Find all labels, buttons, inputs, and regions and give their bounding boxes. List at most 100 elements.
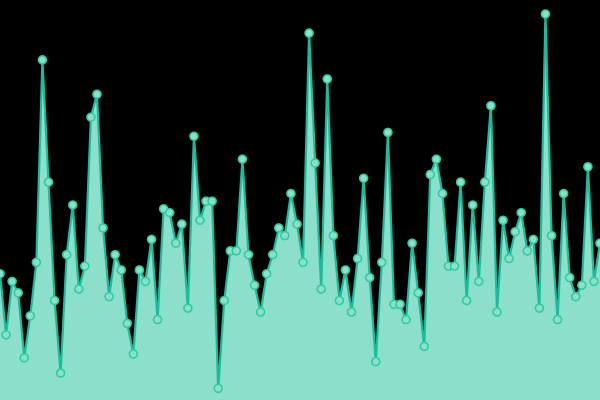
data-point-marker <box>364 272 375 283</box>
data-point-marker <box>425 169 436 180</box>
data-point-marker <box>340 265 351 275</box>
data-point-marker <box>407 238 417 248</box>
data-point-marker <box>564 272 575 283</box>
data-point-marker <box>25 310 36 321</box>
data-point-marker <box>86 112 96 122</box>
data-point-marker <box>558 188 569 199</box>
data-point-marker <box>110 249 120 260</box>
data-point-marker <box>13 288 23 298</box>
data-point-marker <box>128 349 139 359</box>
data-point-marker <box>164 207 175 218</box>
data-point-marker <box>73 284 84 294</box>
data-point-marker <box>334 295 345 306</box>
data-point-marker <box>31 257 42 268</box>
data-point-marker <box>552 314 563 325</box>
data-point-marker <box>577 280 587 291</box>
data-point-marker <box>292 219 302 229</box>
data-point-marker <box>43 177 54 187</box>
data-point-marker <box>413 288 423 298</box>
data-point-marker <box>516 207 527 218</box>
data-point-marker <box>346 307 357 317</box>
data-point-marker <box>480 177 490 187</box>
data-point-marker <box>219 295 230 306</box>
data-point-marker <box>498 215 508 226</box>
data-point-marker <box>419 341 430 352</box>
data-point-marker <box>267 249 278 260</box>
data-point-marker <box>504 253 514 264</box>
data-point-marker <box>140 276 151 287</box>
data-point-marker <box>183 303 193 313</box>
data-point-marker <box>207 196 217 206</box>
data-point-marker <box>467 200 478 210</box>
data-point-marker <box>540 9 551 19</box>
data-point-marker <box>595 238 600 248</box>
data-point-marker <box>316 284 327 294</box>
data-point-marker <box>528 234 539 245</box>
data-point-marker <box>80 261 90 271</box>
data-point-marker <box>280 230 290 241</box>
data-point-marker <box>522 246 533 256</box>
data-point-marker <box>304 28 314 38</box>
data-point-marker <box>583 162 593 172</box>
data-point-marker <box>213 383 223 394</box>
data-point-marker <box>61 249 72 260</box>
data-point-marker <box>401 314 411 325</box>
data-point-marker <box>492 307 502 317</box>
area-fill <box>0 14 600 400</box>
data-point-marker <box>449 261 460 271</box>
data-point-marker <box>455 177 466 187</box>
data-point-marker <box>473 276 484 287</box>
data-point-marker <box>98 223 108 233</box>
data-point-marker <box>298 257 308 268</box>
data-point-marker <box>0 268 5 279</box>
data-point-marker <box>92 89 102 100</box>
data-point-marker <box>328 230 339 241</box>
data-point-marker <box>377 257 387 268</box>
data-point-markers <box>0 9 600 394</box>
data-point-marker <box>370 356 381 367</box>
data-point-marker <box>170 238 181 248</box>
data-point-marker <box>195 215 205 226</box>
data-point-marker <box>589 276 599 287</box>
data-point-marker <box>261 268 272 279</box>
data-point-marker <box>461 295 472 306</box>
data-point-marker <box>231 246 242 256</box>
data-point-marker <box>546 230 557 241</box>
data-point-marker <box>146 234 157 245</box>
data-point-marker <box>395 299 405 310</box>
data-point-marker <box>237 154 248 164</box>
data-point-marker <box>437 188 448 199</box>
data-point-marker <box>243 249 254 260</box>
line-series <box>0 12 600 390</box>
data-point-marker <box>122 318 133 329</box>
data-point-marker <box>134 265 145 275</box>
data-point-marker <box>189 131 199 142</box>
data-point-marker <box>55 368 66 378</box>
data-point-marker <box>152 314 163 325</box>
data-point-marker <box>534 303 545 313</box>
data-point-marker <box>19 352 30 363</box>
data-point-marker <box>358 173 369 184</box>
data-point-marker <box>273 223 284 233</box>
data-point-marker <box>37 55 48 65</box>
data-point-marker <box>249 280 260 291</box>
data-point-marker <box>570 291 581 302</box>
data-point-marker <box>322 74 333 84</box>
data-point-marker <box>7 276 17 287</box>
data-point-marker <box>1 330 11 340</box>
data-point-marker <box>383 127 393 138</box>
data-point-marker <box>286 188 296 199</box>
data-point-marker <box>510 226 520 237</box>
data-point-marker <box>67 200 78 210</box>
data-point-marker <box>431 154 442 164</box>
data-point-marker <box>104 291 114 302</box>
chart-plot-area <box>0 9 600 400</box>
data-point-marker <box>486 100 496 111</box>
data-point-marker <box>352 253 363 264</box>
data-point-marker <box>49 295 60 306</box>
data-point-marker <box>116 265 127 275</box>
data-point-marker <box>310 158 320 168</box>
data-point-marker <box>177 219 187 229</box>
